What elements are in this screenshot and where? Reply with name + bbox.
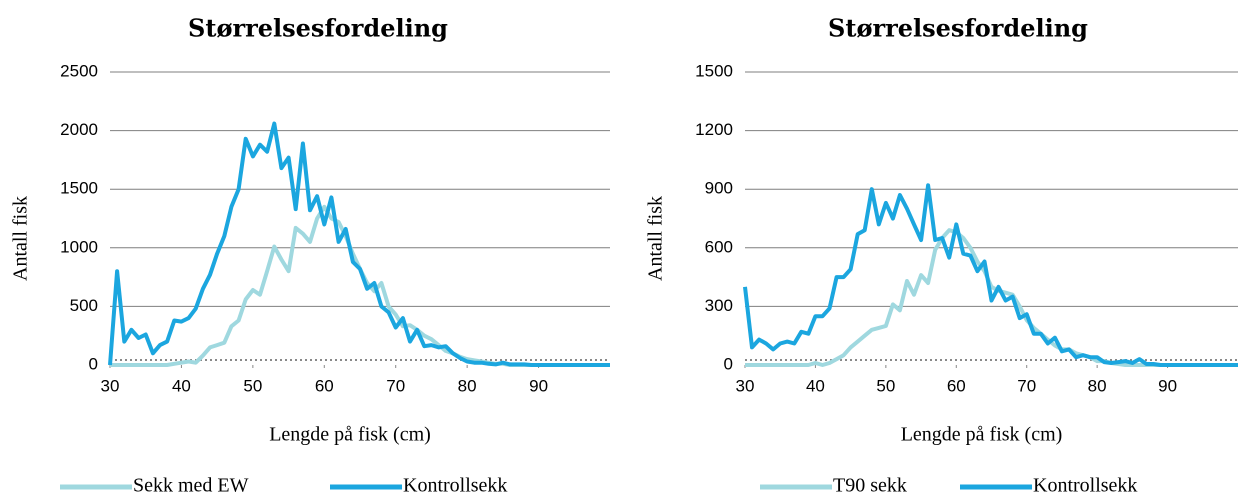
legend-label: Kontrollsekk	[403, 475, 507, 497]
y-tick-label: 2500	[60, 61, 98, 80]
y-tick-label: 1500	[695, 61, 733, 80]
x-tick-label: 60	[315, 376, 334, 395]
x-tick-label: 50	[876, 376, 895, 395]
x-tick-label: 70	[1017, 376, 1036, 395]
x-tick-label: 30	[101, 376, 120, 395]
legend-label: Sekk med EW	[133, 475, 249, 497]
y-tick-label: 900	[705, 179, 733, 198]
y-tick-label: 0	[89, 354, 98, 373]
y-tick-label: 1500	[60, 179, 98, 198]
y-tick-label: 0	[724, 354, 733, 373]
x-tick-label: 60	[947, 376, 966, 395]
x-tick-label: 80	[458, 376, 477, 395]
x-tick-label: 30	[736, 376, 755, 395]
series-line	[743, 183, 1238, 367]
legend-label: Kontrollsekk	[1033, 475, 1137, 497]
y-tick-label: 1000	[60, 237, 98, 256]
y-tick-label: 300	[705, 296, 733, 315]
x-tick-label: 40	[172, 376, 191, 395]
y-tick-label: 1200	[695, 120, 733, 139]
chart-title: Størrelsesfordeling	[188, 14, 448, 43]
x-tick-label: 90	[529, 376, 548, 395]
x-tick-label: 90	[1158, 376, 1177, 395]
x-axis-label: Lengde på fisk (cm)	[269, 424, 431, 446]
y-tick-label: 2000	[60, 120, 98, 139]
x-tick-label: 50	[243, 376, 262, 395]
y-tick-label: 500	[70, 296, 98, 315]
chart-title: Størrelsesfordeling	[828, 14, 1088, 43]
legend-label: T90 sekk	[833, 475, 907, 497]
x-axis-label: Lengde på fisk (cm)	[901, 424, 1063, 446]
x-tick-label: 80	[1088, 376, 1107, 395]
series-line	[110, 204, 610, 367]
series-line	[108, 121, 610, 367]
y-tick-label: 600	[705, 237, 733, 256]
y-axis-label: Antall fisk	[645, 196, 667, 281]
x-tick-label: 70	[386, 376, 405, 395]
y-axis-label: Antall fisk	[10, 196, 32, 281]
x-tick-label: 40	[806, 376, 825, 395]
